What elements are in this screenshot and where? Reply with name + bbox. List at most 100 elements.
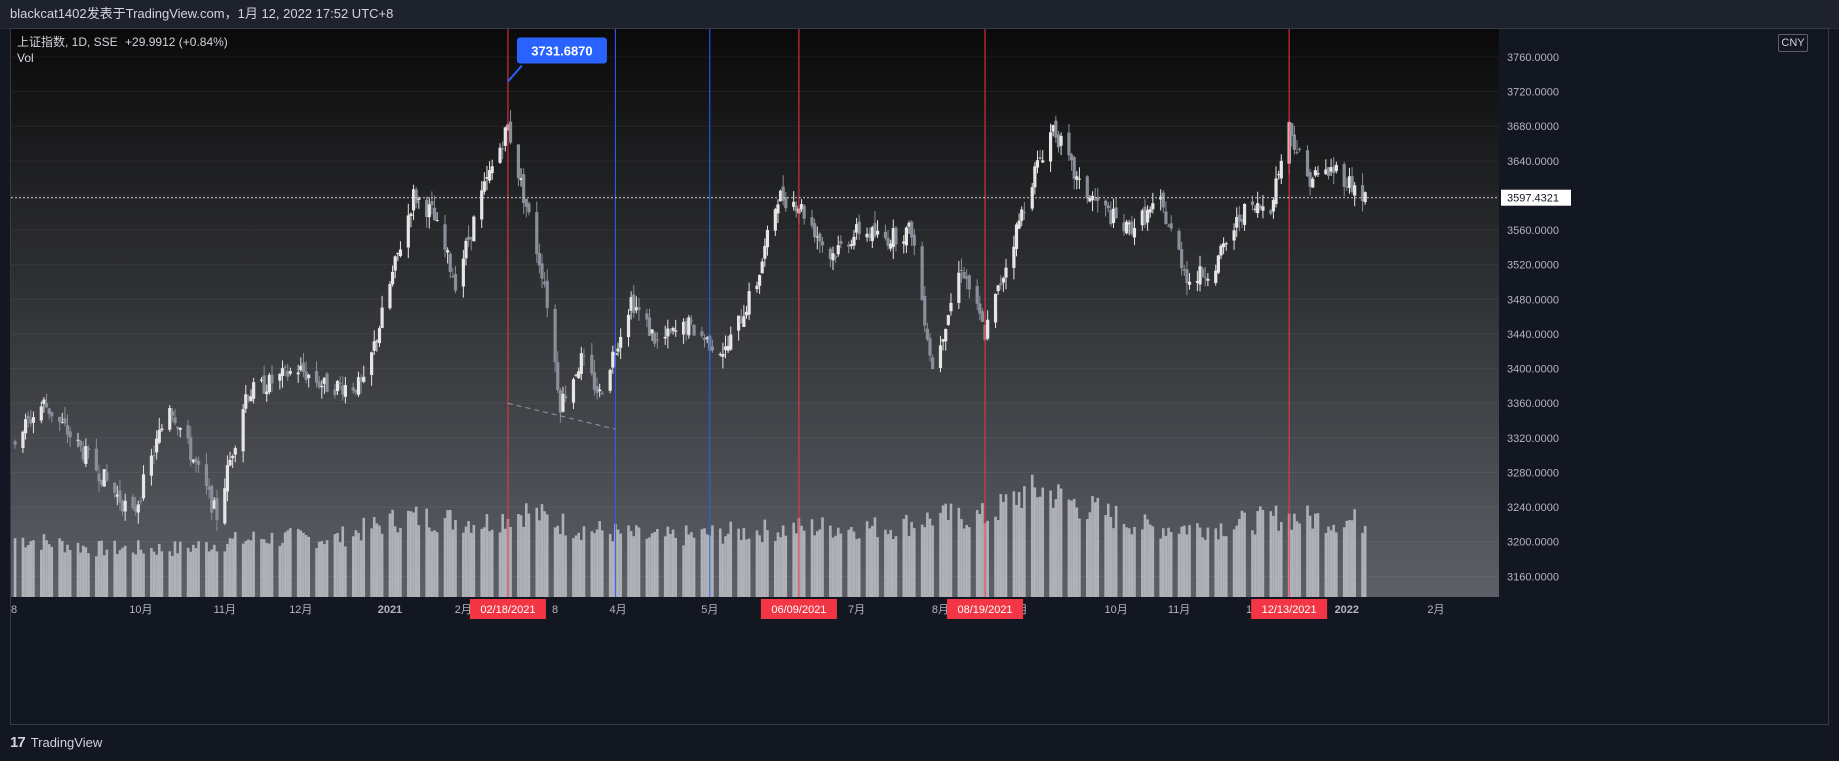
candle-body: [435, 220, 439, 222]
candle-body: [503, 127, 507, 146]
volume-bar: [582, 526, 586, 597]
volume-bar: [564, 535, 567, 597]
candle-body: [322, 377, 327, 384]
volume-bar: [197, 541, 200, 597]
volume-bar: [1096, 497, 1100, 597]
candle-body: [595, 386, 599, 393]
candle-body: [141, 474, 146, 499]
candle-body: [1151, 203, 1155, 210]
candle-body: [296, 372, 300, 375]
candle-body: [931, 357, 935, 370]
candle-body: [726, 345, 730, 351]
chart-panel[interactable]: 3760.00003720.00003680.00003640.00003600…: [10, 28, 1829, 725]
candle-body: [647, 317, 652, 336]
candle-body: [1127, 222, 1131, 225]
y-tick-label: 3360.0000: [1507, 398, 1559, 410]
candle-body: [105, 471, 109, 481]
candle-body: [813, 223, 817, 238]
volume-bar: [674, 537, 678, 597]
x-tick-label: 11月: [1168, 604, 1190, 616]
candle-body: [836, 245, 840, 255]
volume-bar: [29, 541, 33, 597]
volume-bar: [95, 556, 98, 597]
volume-bar: [886, 534, 890, 597]
candle-body: [553, 308, 557, 363]
volume-bar: [687, 534, 691, 597]
candle-body: [1206, 278, 1210, 281]
candle-body: [920, 246, 924, 301]
volume-bar: [448, 509, 452, 597]
candle-body: [134, 506, 138, 512]
candle-body: [411, 189, 416, 211]
candle-body: [519, 178, 523, 180]
candle-body: [149, 455, 153, 476]
volume-bar: [388, 513, 392, 597]
candle-body: [136, 504, 140, 513]
candle-body: [286, 371, 290, 377]
y-tick-label: 3640.0000: [1507, 156, 1559, 168]
candle-body: [516, 144, 521, 179]
volume-bar: [815, 531, 819, 597]
publish-header: blackcat1402发表于TradingView.com，1月 12, 20…: [0, 0, 1839, 29]
candle-body: [1326, 167, 1331, 176]
volume-bar: [1059, 488, 1063, 597]
volume-bar: [501, 514, 504, 597]
candle-body: [883, 231, 888, 239]
candle-body: [204, 464, 209, 486]
candle-body: [1180, 249, 1184, 268]
volume-bar: [931, 525, 934, 597]
candle-body: [1195, 280, 1199, 283]
candle-body: [870, 227, 874, 242]
candle-body: [902, 241, 906, 244]
date-tag: [760, 599, 837, 619]
callout-label: 3731.6870: [531, 43, 592, 58]
volume-bar: [278, 545, 282, 597]
volume-bar: [873, 517, 877, 597]
volume-bar: [1002, 501, 1005, 597]
candle-body: [1360, 185, 1365, 202]
volume-bar: [949, 503, 953, 597]
volume-bar: [160, 551, 164, 597]
volume-bar: [690, 532, 693, 597]
candle-body: [1001, 278, 1005, 283]
candlestick-chart[interactable]: 3760.00003720.00003680.00003640.00003600…: [11, 29, 1828, 724]
candle-body: [891, 228, 895, 247]
candle-body: [737, 315, 741, 331]
candle-body: [637, 307, 641, 310]
candle-body: [1313, 170, 1317, 176]
candle-body: [875, 230, 880, 235]
volume-bar: [813, 535, 816, 597]
candle-body: [314, 371, 319, 383]
candle-body: [58, 416, 62, 422]
volume-bar: [50, 546, 54, 597]
volume-bar: [1093, 502, 1097, 597]
volume-bar: [923, 527, 927, 597]
candle-body: [818, 233, 822, 242]
volume-bar: [1361, 532, 1364, 597]
candle-body: [113, 482, 117, 493]
candle-body: [406, 215, 410, 248]
currency-label[interactable]: CNY: [1778, 34, 1808, 52]
volume-bar: [1251, 530, 1254, 597]
candle-body: [873, 223, 877, 237]
volume-bar: [467, 521, 470, 597]
volume-bar: [802, 530, 806, 597]
candle-body: [1022, 212, 1026, 214]
candle-body: [760, 261, 764, 274]
candle-body: [194, 458, 198, 463]
candle-body: [925, 328, 929, 340]
volume-bar: [1235, 525, 1239, 597]
candle-body: [1235, 216, 1239, 228]
tradingview-logo[interactable]: 17 TradingView: [10, 725, 102, 761]
volume-bar: [100, 540, 103, 597]
callout-box[interactable]: [516, 37, 607, 64]
volume-bar: [32, 540, 35, 597]
candle-body: [288, 371, 292, 374]
volume-bar: [763, 519, 767, 597]
candle-body: [362, 376, 366, 382]
volume-bar: [315, 548, 318, 597]
volume-bar: [865, 521, 869, 597]
candle-body: [1261, 206, 1265, 211]
volume-bar: [1122, 523, 1126, 597]
volume-bar: [850, 527, 853, 597]
